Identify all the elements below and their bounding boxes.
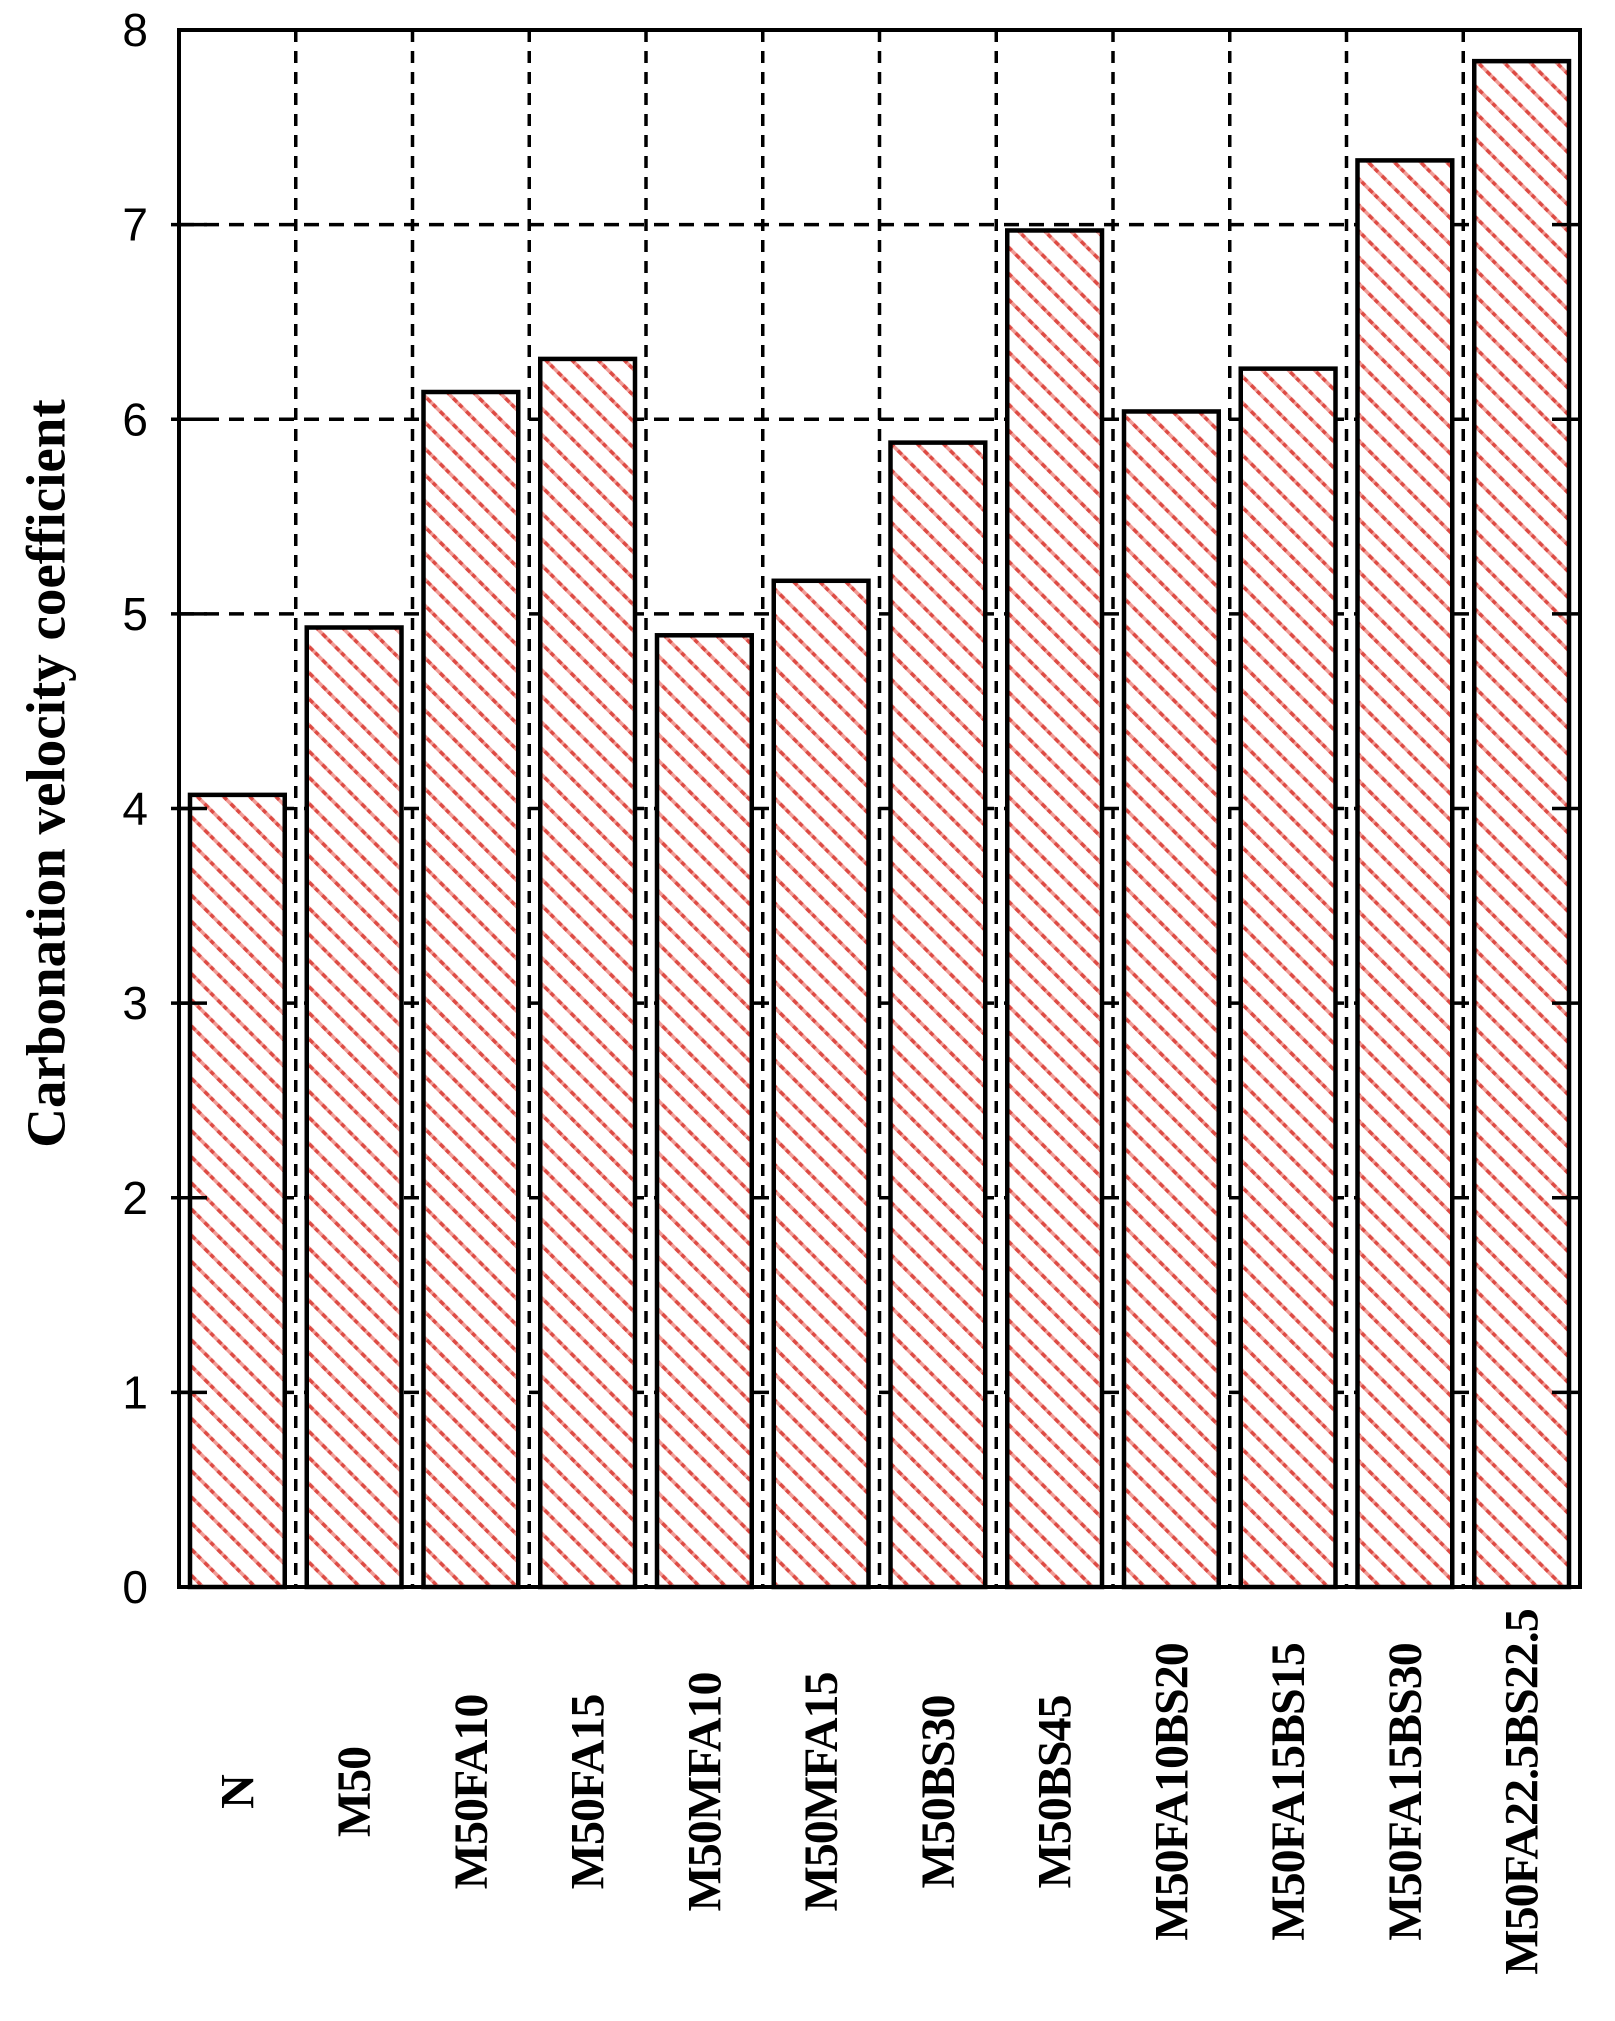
bar-M50BS45 [1005, 228, 1105, 1590]
bar-M50MFA10 [654, 633, 754, 1590]
bar-M50MFA15 [771, 578, 871, 1590]
bar-M50FA15 [538, 356, 638, 1590]
y-tick-label-4: 4 [122, 783, 148, 835]
bar-M50FA10 [421, 389, 521, 1590]
y-tick-label-5: 5 [122, 588, 148, 640]
y-tick-label-2: 2 [122, 1172, 148, 1224]
x-tick-label-N: N [211, 1774, 264, 1809]
bar-M50FA22.5BS22.5 [1472, 58, 1572, 1590]
x-tick-label-M50FA10BS20: M50FA10BS20 [1145, 1643, 1198, 1940]
x-tick-label-M50BS45: M50BS45 [1029, 1695, 1082, 1888]
x-tick-label-M50MFA15: M50MFA15 [795, 1672, 848, 1911]
bar-M50FA10BS20 [1121, 409, 1221, 1590]
x-tick-label-M50FA10: M50FA10 [445, 1695, 498, 1890]
x-tick-label-M50MFA10: M50MFA10 [678, 1672, 731, 1911]
bar-N [187, 792, 287, 1590]
bar-M50FA15BS30 [1355, 158, 1455, 1590]
y-tick-label-8: 8 [122, 4, 148, 56]
x-tick-label-M50FA15BS30: M50FA15BS30 [1379, 1643, 1432, 1940]
y-tick-label-3: 3 [122, 977, 148, 1029]
y-tick-label-1: 1 [122, 1366, 148, 1418]
bar-M50FA15BS15 [1238, 366, 1338, 1590]
y-tick-label-0: 0 [122, 1561, 148, 1613]
x-tick-label-M50BS30: M50BS30 [912, 1695, 965, 1888]
bar-M50 [304, 625, 404, 1590]
y-tick-label-7: 7 [122, 199, 148, 251]
y-axis-title-text: Carbonation velocity coefficient [15, 398, 77, 1148]
y-tick-label-6: 6 [122, 393, 148, 445]
x-tick-label-M50: M50 [328, 1747, 381, 1837]
bar-M50BS30 [888, 440, 988, 1590]
x-tick-label-M50FA15: M50FA15 [562, 1695, 615, 1890]
x-tick-label-M50FA22.5BS22.5: M50FA22.5BS22.5 [1496, 1609, 1549, 1974]
x-tick-label-M50FA15BS15: M50FA15BS15 [1262, 1643, 1315, 1940]
